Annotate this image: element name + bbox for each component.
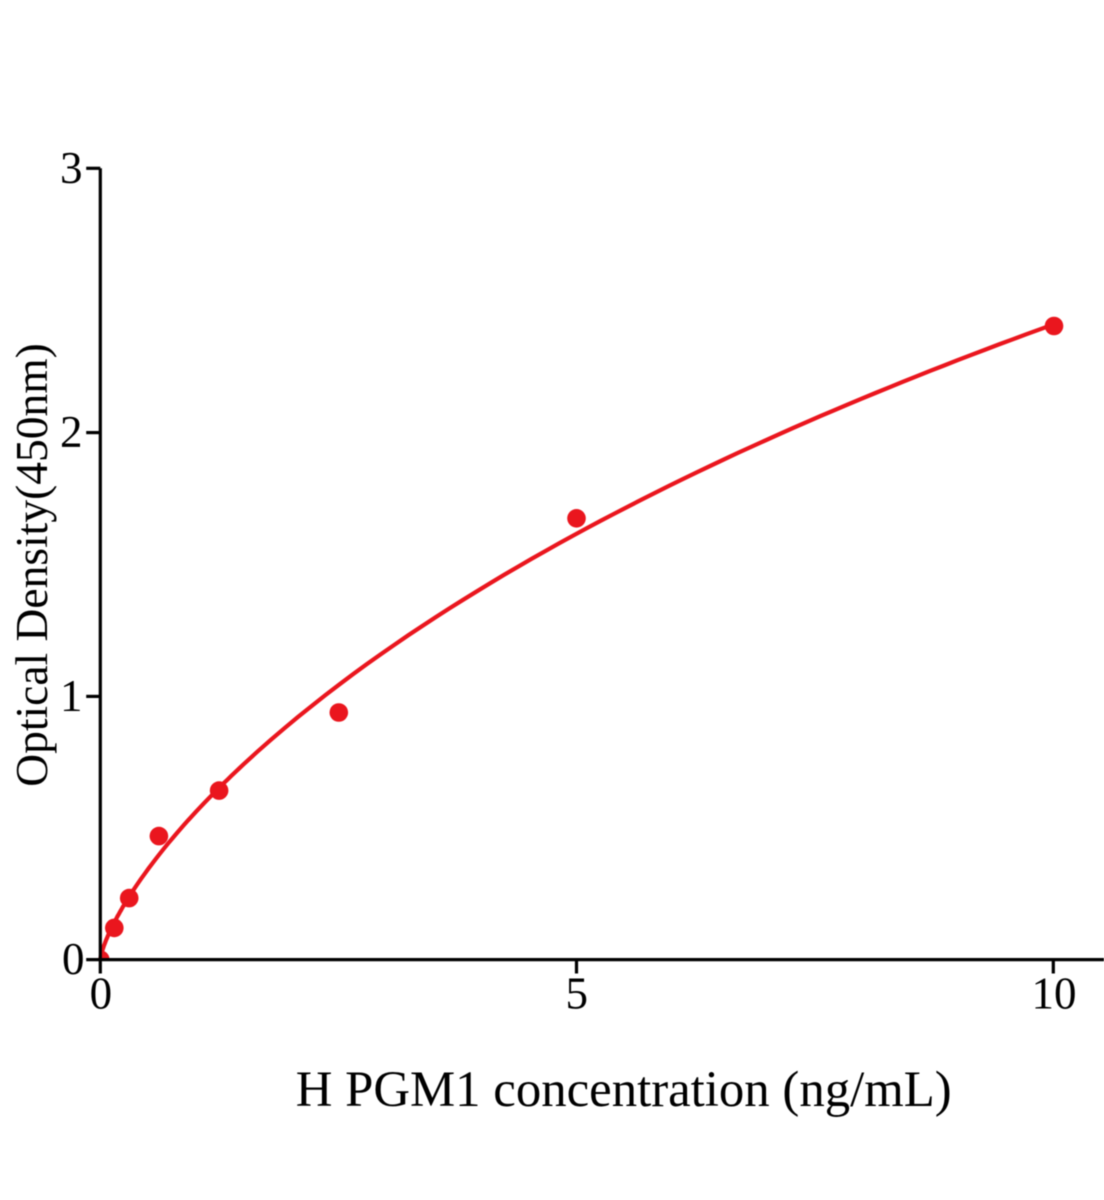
svg-text:1: 1 xyxy=(60,671,83,721)
svg-text:0: 0 xyxy=(62,934,85,984)
svg-text:H PGM1 concentration (ng/mL): H PGM1 concentration (ng/mL) xyxy=(296,1061,952,1117)
svg-text:2: 2 xyxy=(60,407,83,457)
svg-text:3: 3 xyxy=(60,143,83,193)
svg-text:5: 5 xyxy=(565,969,588,1019)
svg-text:Optical Density(450nm): Optical Density(450nm) xyxy=(6,343,57,787)
svg-text:0: 0 xyxy=(90,969,113,1019)
svg-text:10: 10 xyxy=(1032,969,1077,1019)
